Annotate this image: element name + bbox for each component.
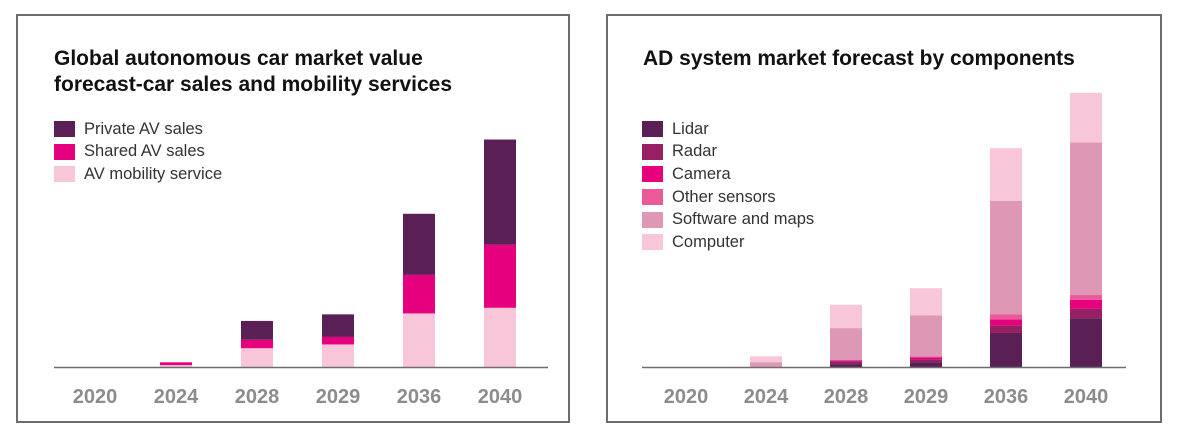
bar-2040-shared-av-sales bbox=[484, 244, 516, 308]
bar-2040-computer bbox=[1070, 92, 1102, 143]
bar-2036-av-mobility-service bbox=[403, 313, 435, 367]
x-tick-label-2028: 2028 bbox=[824, 386, 869, 408]
bar-2028-camera bbox=[830, 360, 862, 362]
legend-item-radar: Radar bbox=[642, 141, 814, 164]
legend-swatch-lidar bbox=[642, 121, 663, 138]
bar-2029-other-sensors bbox=[910, 356, 942, 358]
plot-area-right: 2020 2024 2028 2029 2036 2040 bbox=[642, 92, 1126, 408]
bar-2040-software-and-maps bbox=[1070, 142, 1102, 296]
x-tick-label-2029: 2029 bbox=[904, 386, 949, 408]
legend-item-other-sensors: Other sensors bbox=[642, 186, 814, 209]
bar-2029-software-and-maps bbox=[910, 315, 942, 357]
bar-2036-other-sensors bbox=[990, 314, 1022, 320]
legend-item-software-and-maps: Software and maps bbox=[642, 208, 814, 231]
bar-2024-av-mobility-service bbox=[160, 365, 192, 367]
legend-swatch-av-mobility-service bbox=[54, 166, 75, 183]
bar-2040-camera bbox=[1070, 299, 1102, 309]
bar-2040-lidar bbox=[1070, 318, 1102, 367]
legend-item-camera: Camera bbox=[642, 163, 814, 186]
legend-item-shared-av-sales: Shared AV sales bbox=[54, 141, 222, 164]
chart-title: AD system market forecast by components bbox=[643, 46, 1075, 72]
legend-item-lidar: Lidar bbox=[642, 118, 814, 141]
bar-2036-software-and-maps bbox=[990, 200, 1022, 315]
legend-label-lidar: Lidar bbox=[672, 119, 709, 138]
legend-item-av-mobility-service: AV mobility service bbox=[54, 163, 222, 186]
bar-2028-radar bbox=[830, 361, 862, 365]
chart-title: Global autonomous car market value forec… bbox=[54, 46, 452, 98]
legend-label-av-mobility-service: AV mobility service bbox=[84, 164, 223, 183]
legend-label-other-sensors: Other sensors bbox=[672, 187, 776, 206]
legend-swatch-radar bbox=[642, 143, 663, 160]
bar-2029-private-av-sales bbox=[322, 314, 354, 337]
legend-label-computer: Computer bbox=[672, 232, 745, 251]
x-tick-label-2020: 2020 bbox=[664, 386, 709, 408]
legend-swatch-other-sensors bbox=[642, 189, 663, 206]
x-tick-label-2036: 2036 bbox=[984, 386, 1029, 408]
legend-label-private-av-sales: Private AV sales bbox=[84, 119, 203, 138]
x-tick-label-2040: 2040 bbox=[1064, 386, 1109, 408]
legend-label-radar: Radar bbox=[672, 142, 717, 161]
x-tick-label-2040: 2040 bbox=[478, 386, 523, 408]
chart-legend: Private AV sales Shared AV sales AV mobi… bbox=[54, 118, 222, 186]
bar-2029-camera bbox=[910, 357, 942, 360]
bar-2036-camera bbox=[990, 319, 1022, 326]
legend-swatch-computer bbox=[642, 234, 663, 251]
bar-2036-shared-av-sales bbox=[403, 274, 435, 314]
chart-title-line-1: AD system market forecast by components bbox=[643, 47, 1075, 70]
bar-2036-computer bbox=[990, 148, 1022, 201]
bar-2028-shared-av-sales bbox=[241, 339, 273, 349]
bar-2029-radar bbox=[910, 359, 942, 363]
bar-2040-av-mobility-service bbox=[484, 307, 516, 367]
chart-title-line-2: forecast-car sales and mobility services bbox=[54, 73, 453, 96]
x-tick-label-2028: 2028 bbox=[235, 386, 280, 408]
bar-2029-computer bbox=[910, 288, 942, 316]
bar-2024-shared-av-sales bbox=[160, 362, 192, 366]
legend-label-software-and-maps: Software and maps bbox=[672, 210, 815, 229]
chart-title-line-1: Global autonomous car market value bbox=[54, 47, 423, 70]
x-tick-label-2020: 2020 bbox=[73, 386, 118, 408]
bar-2040-other-sensors bbox=[1070, 295, 1102, 300]
bar-2040-radar bbox=[1070, 308, 1102, 319]
bar-2028-lidar bbox=[830, 364, 862, 367]
bar-2029-lidar bbox=[910, 362, 942, 367]
legend-swatch-private-av-sales bbox=[54, 121, 75, 138]
bar-2040-private-av-sales bbox=[484, 139, 516, 245]
x-tick-label-2029: 2029 bbox=[316, 386, 361, 408]
bar-2028-av-mobility-service bbox=[241, 348, 273, 367]
bar-2028-software-and-maps bbox=[830, 328, 862, 361]
x-tick-label-2024: 2024 bbox=[154, 386, 199, 408]
bar-2024-software-and-maps bbox=[750, 362, 782, 367]
legend-label-shared-av-sales: Shared AV sales bbox=[84, 142, 205, 161]
chart-panel-right: AD system market forecast by components … bbox=[606, 14, 1162, 423]
bar-2036-radar bbox=[990, 325, 1022, 333]
legend-swatch-software-and-maps bbox=[642, 211, 663, 228]
chart-legend: Lidar Radar Camera Other sensors Softwar… bbox=[642, 118, 814, 254]
plot-area-left: 2020 2024 2028 2029 2036 2040 bbox=[54, 139, 548, 408]
legend-label-camera: Camera bbox=[672, 164, 731, 183]
bar-2036-private-av-sales bbox=[403, 213, 435, 275]
x-tick-label-2024: 2024 bbox=[744, 386, 789, 408]
bar-2036-lidar bbox=[990, 332, 1022, 367]
legend-item-computer: Computer bbox=[642, 231, 814, 254]
legend-swatch-camera bbox=[642, 166, 663, 183]
x-tick-label-2036: 2036 bbox=[397, 386, 442, 408]
bar-2028-private-av-sales bbox=[241, 320, 273, 340]
legend-item-private-av-sales: Private AV sales bbox=[54, 118, 222, 141]
legend-swatch-shared-av-sales bbox=[54, 143, 75, 160]
bar-2029-av-mobility-service bbox=[322, 344, 354, 367]
bar-2024-computer bbox=[750, 356, 782, 363]
chart-panel-left: Global autonomous car market value forec… bbox=[16, 14, 570, 423]
bar-2029-shared-av-sales bbox=[322, 336, 354, 345]
bar-2028-computer bbox=[830, 304, 862, 329]
